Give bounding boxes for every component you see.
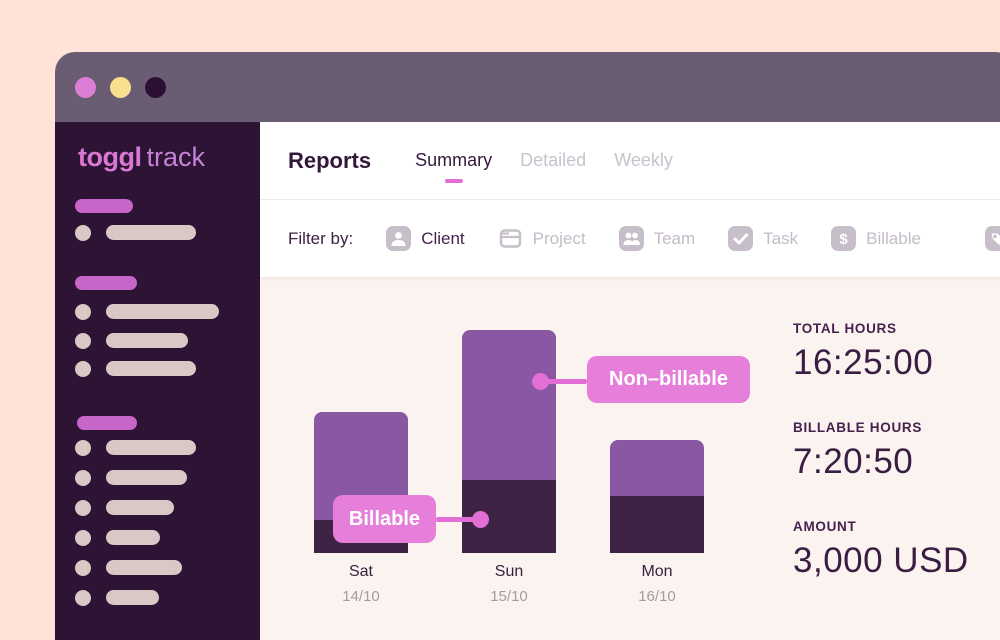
logo-track: track [146,142,205,172]
window-dot-pink[interactable] [75,76,96,98]
tab-summary[interactable]: Summary [415,150,493,170]
x-axis-label: Sat 14/10 [314,563,408,605]
stacked-bar-mon[interactable] [610,440,704,553]
filter-billable[interactable]: $ Billable [831,226,921,251]
x-axis-label: Mon 16/10 [610,563,704,605]
skeleton-dot [75,440,91,456]
non-billable-connector [540,378,587,384]
stat-amount: AMOUNT 3,000 USD [793,519,969,581]
date-label: 14/10 [342,588,380,605]
stat-billable-hours-label: BILLABLE HOURS [793,420,923,435]
skeleton-bar [106,560,182,575]
svg-text:$: $ [839,231,848,248]
folder-icon [499,229,521,248]
filter-task[interactable]: Task [728,226,798,251]
billable-connector [436,516,480,522]
skeleton-dot [75,333,91,349]
filter-client-label: Client [421,228,465,248]
filter-billable-label: Billable [866,228,921,248]
logo-toggl: toggl [78,142,142,172]
skeleton-bar [106,440,196,455]
filter-team-label: Team [653,228,696,248]
day-label: Mon [641,563,673,580]
skeleton-dot [75,560,91,576]
dollar-icon: $ [831,226,857,251]
non-billable-segment [462,330,556,480]
stat-billable-hours: BILLABLE HOURS 7:20:50 [793,420,969,482]
team-icon [618,226,644,251]
day-label: Sat [348,563,373,580]
skeleton-bar [106,590,159,605]
skeleton-dot [75,590,91,606]
sidebar: toggl track [55,122,260,640]
skeleton-pill [75,276,137,290]
filter-team[interactable]: Team [618,226,696,251]
tag-icon [985,226,1000,251]
skeleton-dot [75,225,91,241]
billable-callout: Billable [333,495,436,543]
skeleton-dot [75,304,91,320]
stat-amount-value: 3,000 USD [793,541,969,580]
filter-bar: Filter by: Client [260,200,1000,277]
billable-segment [610,496,704,553]
filter-project-label: Project [532,228,586,248]
filter-client[interactable]: Client [386,226,465,251]
filter-project[interactable]: Project [498,226,586,251]
window-dot-yellow[interactable] [110,76,131,98]
skeleton-bar [106,361,196,376]
app-logo: toggl track [78,142,205,173]
window-dot-dark[interactable] [145,76,166,98]
skeleton-pill [75,199,133,213]
filter-tag[interactable] [985,226,1000,251]
user-icon [386,226,412,251]
skeleton-pill [77,416,137,430]
app-window: toggl track Reports Summary Detailed Week… [55,52,1000,640]
stat-total-hours: TOTAL HOURS 16:25:00 [793,321,969,383]
non-billable-callout: Non–billable [587,356,750,403]
skeleton-dot [75,361,91,377]
window-titlebar [55,52,1000,122]
billable-callout-label: Billable [348,507,421,530]
day-label: Sun [494,563,524,580]
tab-detailed[interactable]: Detailed [520,150,587,170]
date-label: 16/10 [638,588,676,605]
skeleton-bar [106,333,188,348]
stat-amount-label: AMOUNT [793,519,857,534]
date-label: 15/10 [490,588,528,605]
filter-by-label: Filter by: [288,228,354,248]
stats-panel: TOTAL HOURS 16:25:00 BILLABLE HOURS 7:20… [793,321,969,618]
tab-weekly[interactable]: Weekly [614,150,673,170]
non-billable-callout-label: Non–billable [609,368,728,390]
stat-total-hours-label: TOTAL HOURS [793,321,897,336]
x-axis-label: Sun 15/10 [462,563,556,605]
skeleton-bar [106,500,174,515]
stat-total-hours-value: 16:25:00 [793,343,934,382]
skeleton-bar [106,225,196,240]
main-panel: Reports Summary Detailed Weekly Filter b… [260,122,1000,640]
filter-task-label: Task [763,228,799,248]
non-billable-segment [610,440,704,496]
summary-report-content: Sat 14/10 Sun 15/10 Mon 16/10 Non–billable Bi… [260,277,1000,640]
skeleton-dot [75,530,91,546]
reports-header: Reports Summary Detailed Weekly [260,122,1000,200]
check-icon [728,226,754,251]
chart-axis-labels: Sat 14/10 Sun 15/10 Mon 16/10 [314,563,704,605]
billable-marker-dot [471,510,489,528]
skeleton-dot [75,470,91,486]
skeleton-bar [106,470,187,485]
page-title: Reports [288,147,372,173]
skeleton-dot [75,500,91,516]
skeleton-bar [106,530,160,545]
stat-billable-hours-value: 7:20:50 [793,442,914,481]
skeleton-bar [106,304,219,319]
